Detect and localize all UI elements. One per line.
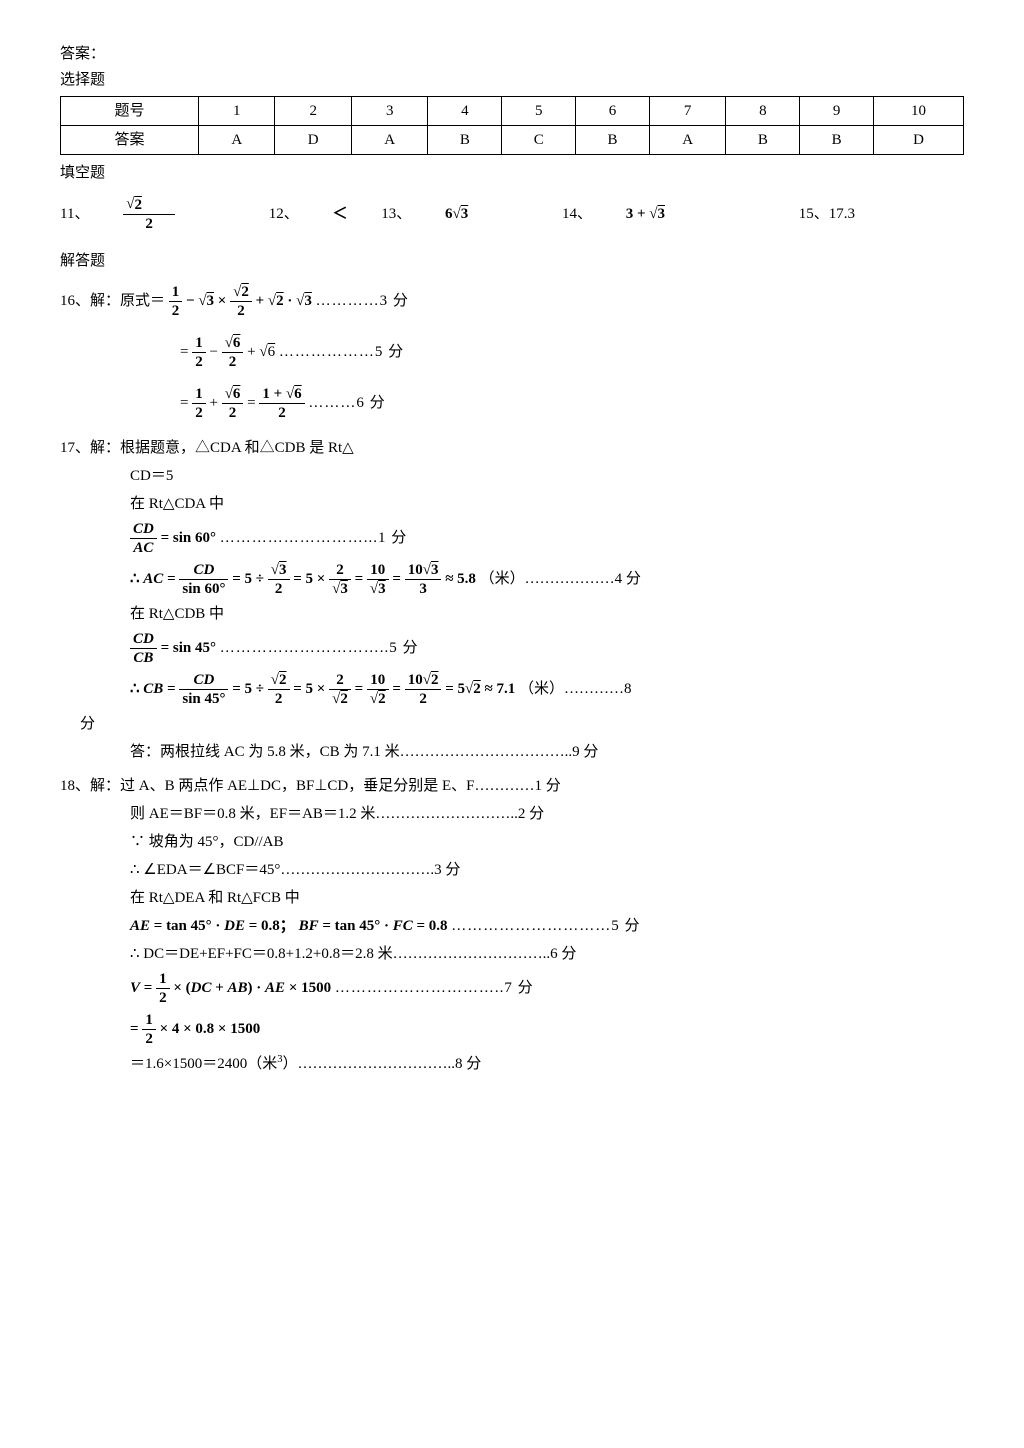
p16-label: 16、解：原式＝	[60, 293, 165, 309]
problem-17: 17、解：根据题意，△CDA 和△CDB 是 Rt△ CD＝5 在 Rt△CDA…	[60, 436, 964, 764]
table-cell: A	[351, 126, 427, 155]
p17-label: 17、解：	[60, 440, 120, 456]
table-cell: 9	[800, 97, 874, 126]
row-header-ans: 答案	[61, 126, 199, 155]
p18-eq2-dots: …………………………..7 分	[335, 980, 534, 996]
table-cell: 7	[649, 97, 725, 126]
table-cell: 6	[576, 97, 650, 126]
p17-l5: 答：两根拉线 AC 为 5.8 米，CB 为 7.1 米…………………………….…	[130, 740, 964, 764]
table-cell: B	[726, 126, 800, 155]
table-cell: 3	[351, 97, 427, 126]
problem-16: 16、解：原式＝ 12 − √3 × √22 + √2 · √3 …………3 分…	[60, 283, 964, 422]
p17-l4: 在 Rt△CDB 中	[130, 602, 964, 626]
table-cell: D	[874, 126, 964, 155]
p16-line2: = 12 − √62 + √6 ………………5 分	[180, 334, 964, 371]
q13: 13、 6√3	[381, 201, 528, 226]
p17-eq1: CDAC = sin 60° ………………………...1 分	[130, 520, 964, 557]
table-cell: 4	[428, 97, 502, 126]
p17-eq2: ∴ AC = CDsin 60° = 5 ÷ √32 = 5 × 2√3 = 1…	[130, 561, 964, 598]
q13-label: 13、	[381, 202, 411, 226]
p18-l7a: ＝1.6×1500＝2400（米	[130, 1056, 277, 1072]
p18-label: 18、解：	[60, 778, 120, 794]
table-cell: A	[649, 126, 725, 155]
p18-l2: 则 AE＝BF＝0.8 米，EF＝AB＝1.2 米………………………..2 分	[130, 802, 964, 826]
p17-eq3-dots: …………………………..5 分	[220, 640, 419, 656]
p18-head: 18、解：过 A、B 两点作 AE⊥DC，BF⊥CD，垂足分别是 E、F……………	[60, 774, 964, 798]
table-row: 答案 A D A B C B A B B D	[61, 126, 964, 155]
q11-label: 11、	[60, 202, 89, 226]
q14-label: 14、	[562, 202, 592, 226]
p18-l5: 在 Rt△DEA 和 Rt△FCB 中	[130, 886, 964, 910]
p17-l3: 在 Rt△CDA 中	[130, 492, 964, 516]
p17-eq1-dots: ………………………...1 分	[220, 530, 408, 546]
p17-l1: 根据题意，△CDA 和△CDB 是 Rt△	[120, 440, 354, 456]
table-cell: B	[428, 126, 502, 155]
q15: 15、17.3	[799, 202, 855, 226]
p18-l4: ∴ ∠EDA＝∠BCF＝45°………………………….3 分	[130, 858, 964, 882]
p17-head: 17、解：根据题意，△CDA 和△CDB 是 Rt△	[60, 436, 964, 460]
answers-label: 答案：	[60, 42, 964, 66]
p17-fen: 分	[80, 712, 964, 736]
p16-dots1: …………3 分	[316, 293, 409, 309]
table-cell: 5	[502, 97, 576, 126]
table-cell: 10	[874, 97, 964, 126]
table-cell: 2	[275, 97, 351, 126]
p18-l6: ∴ DC＝DE+EF+FC＝0.8+1.2+0.8＝2.8 米…………………………	[130, 942, 964, 966]
q12-label: 12、	[269, 202, 299, 226]
p18-eq1-dots: …………………………5 分	[451, 918, 640, 934]
p17-eq4: ∴ CB = CDsin 45° = 5 ÷ √22 = 5 × 2√2 = 1…	[130, 671, 964, 708]
table-cell: 8	[726, 97, 800, 126]
table-cell: 1	[199, 97, 275, 126]
table-cell: B	[576, 126, 650, 155]
table-cell: B	[800, 126, 874, 155]
q14: 14、 3 + √3	[562, 201, 725, 226]
p18-l7: ＝1.6×1500＝2400（米3）…………………………..8 分	[130, 1052, 964, 1076]
table-cell: C	[502, 126, 576, 155]
solutions-label: 解答题	[60, 249, 964, 273]
p18-eq1: AE = tan 45° · DE = 0.8； BF = tan 45° · …	[130, 914, 964, 938]
p18-l1: 过 A、B 两点作 AE⊥DC，BF⊥CD，垂足分别是 E、F…………1 分	[120, 778, 561, 794]
p17-eq2-suffix: （米）………………4 分	[480, 571, 641, 587]
p18-l7b: ）…………………………..8 分	[282, 1056, 481, 1072]
table-cell: A	[199, 126, 275, 155]
p18-l3: ∵ 坡角为 45°，CD//AB	[130, 830, 964, 854]
p17-eq3: CDCB = sin 45° …………………………..5 分	[130, 630, 964, 667]
fill-blank-row: 11、 √22 12、 ＜ 13、 6√3 14、 3 + √3 15、17.3	[60, 195, 964, 233]
p16-dots3: ………6 分	[308, 395, 385, 411]
answer-table: 题号 1 2 3 4 5 6 7 8 9 10 答案 A D A B C B A…	[60, 96, 964, 155]
table-cell: D	[275, 126, 351, 155]
row-header-num: 题号	[61, 97, 199, 126]
p16-line1: 16、解：原式＝ 12 − √3 × √22 + √2 · √3 …………3 分	[60, 283, 964, 320]
p18-eq2: V = 12 × (DC + AB) · AE × 1500 …………………………	[130, 970, 964, 1007]
multiple-choice-label: 选择题	[60, 68, 964, 92]
fill-blank-label: 填空题	[60, 161, 964, 185]
q12: 12、 ＜	[269, 202, 348, 227]
p17-eq4-suffix: （米）…………8	[519, 681, 632, 697]
p17-l2: CD＝5	[130, 464, 964, 488]
q11: 11、 √22	[60, 195, 235, 233]
p16-line3: = 12 + √62 = 1 + √62 ………6 分	[180, 385, 964, 422]
problem-18: 18、解：过 A、B 两点作 AE⊥DC，BF⊥CD，垂足分别是 E、F……………	[60, 774, 964, 1076]
p18-eq3: = 12 × 4 × 0.8 × 1500	[130, 1011, 964, 1048]
table-row: 题号 1 2 3 4 5 6 7 8 9 10	[61, 97, 964, 126]
p16-dots2: ………………5 分	[279, 344, 404, 360]
q12-value: ＜	[332, 206, 347, 222]
